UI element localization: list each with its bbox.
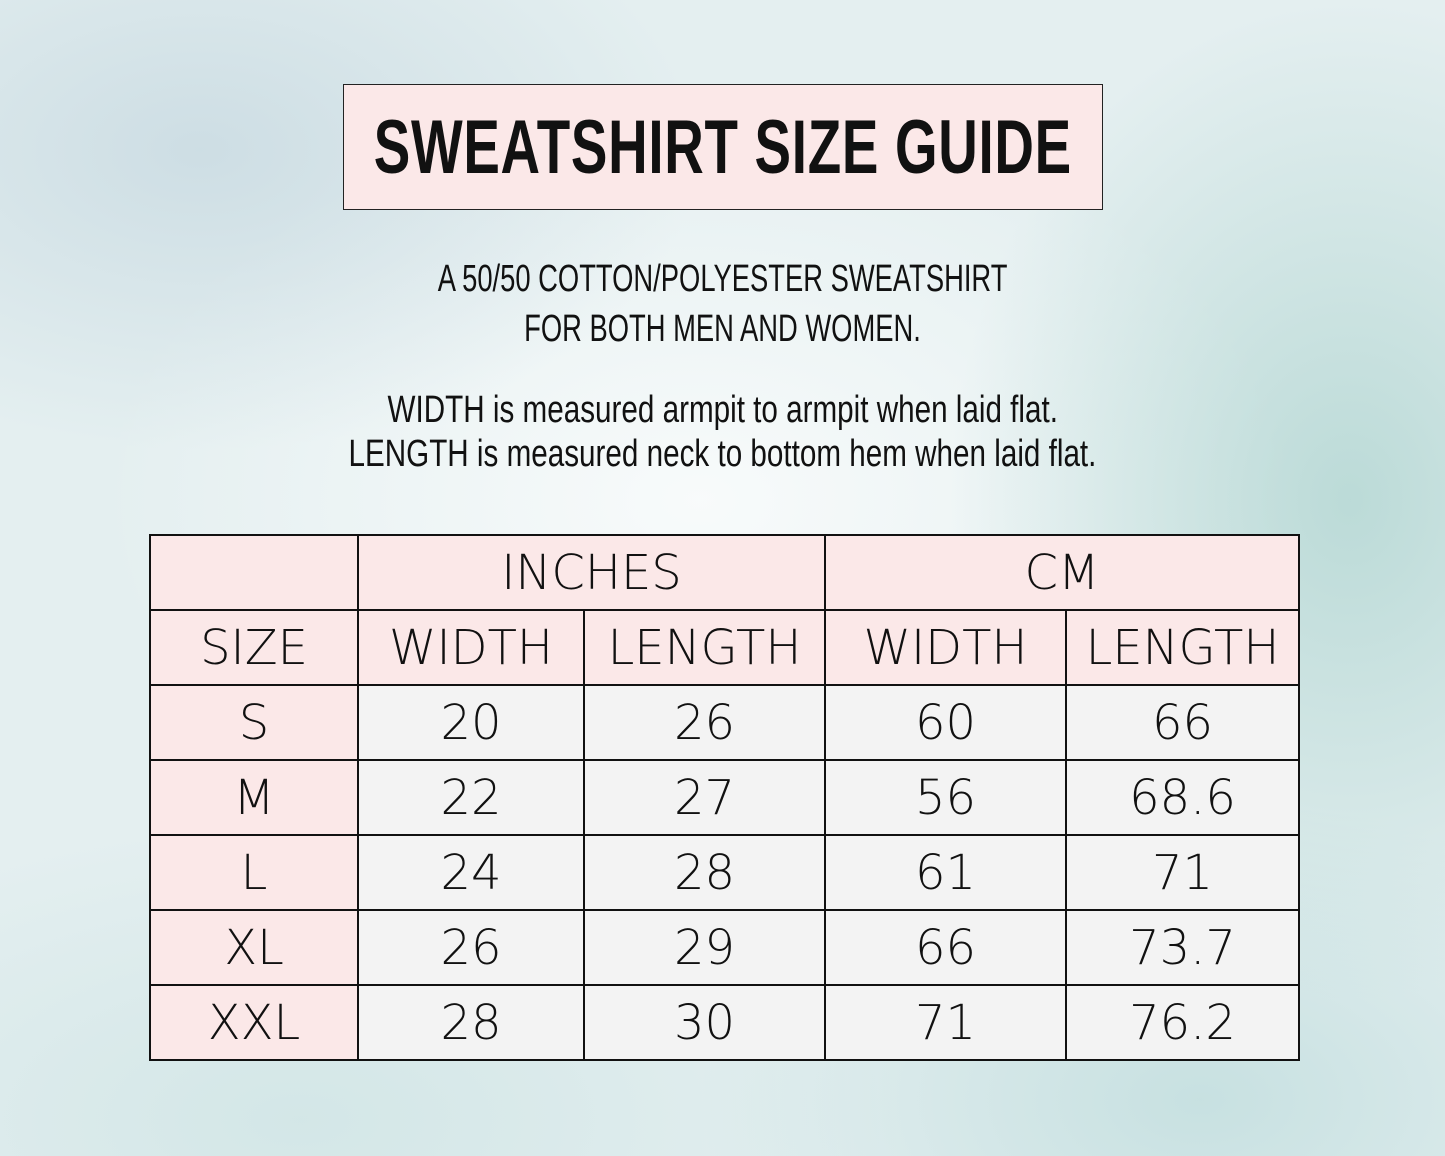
note-width: WIDTH is measured armpit to armpit when … (0, 389, 1445, 432)
header-cm-width: WIDTH (824, 609, 1067, 686)
page-title: SWEATSHIRT SIZE GUIDE (373, 104, 1073, 190)
header-size: SIZE (149, 609, 359, 686)
value-cell: 71 (1065, 834, 1300, 911)
value-cell: 28 (357, 984, 585, 1061)
value-cell: 24 (357, 834, 585, 911)
value-cell: 27 (583, 759, 826, 836)
value-cell: 66 (824, 909, 1067, 986)
note-length: LENGTH is measured neck to bottom hem wh… (0, 433, 1445, 476)
value-cell: 76.2 (1065, 984, 1300, 1061)
value-cell: 66 (1065, 684, 1300, 761)
table-row: M 22 27 56 68.6 (149, 759, 1300, 836)
note-text: WIDTH is measured armpit to armpit when … (387, 389, 1058, 431)
header-cm-length: LENGTH (1065, 609, 1300, 686)
value-cell: 68.6 (1065, 759, 1300, 836)
group-header-row: INCHES CM (149, 534, 1300, 611)
size-cell: L (149, 834, 359, 911)
subtitle-line-1: A 50/50 COTTON/POLYESTER SWEATSHIRT (0, 258, 1445, 301)
value-cell: 20 (357, 684, 585, 761)
value-cell: 30 (583, 984, 826, 1061)
title-box: SWEATSHIRT SIZE GUIDE (343, 84, 1103, 210)
size-cell: XL (149, 909, 359, 986)
table-row: XXL 28 30 71 76.2 (149, 984, 1300, 1061)
value-cell: 60 (824, 684, 1067, 761)
value-cell: 29 (583, 909, 826, 986)
subtitle-line-2: FOR BOTH MEN AND WOMEN. (0, 308, 1445, 351)
subtitle-text: FOR BOTH MEN AND WOMEN. (524, 308, 921, 350)
empty-header-cell (149, 534, 359, 611)
header-row: SIZE WIDTH LENGTH WIDTH LENGTH (149, 609, 1300, 686)
size-table: INCHES CM SIZE WIDTH LENGTH WIDTH LENGTH… (149, 534, 1300, 1061)
value-cell: 73.7 (1065, 909, 1300, 986)
header-in-length: LENGTH (583, 609, 826, 686)
value-cell: 56 (824, 759, 1067, 836)
note-text: LENGTH is measured neck to bottom hem wh… (348, 433, 1097, 475)
value-cell: 26 (583, 684, 826, 761)
size-cell: S (149, 684, 359, 761)
value-cell: 61 (824, 834, 1067, 911)
value-cell: 22 (357, 759, 585, 836)
header-in-width: WIDTH (357, 609, 585, 686)
size-cell: XXL (149, 984, 359, 1061)
value-cell: 28 (583, 834, 826, 911)
value-cell: 71 (824, 984, 1067, 1061)
table-row: L 24 28 61 71 (149, 834, 1300, 911)
table-row: S 20 26 60 66 (149, 684, 1300, 761)
group-cm: CM (824, 534, 1300, 611)
subtitle-text: A 50/50 COTTON/POLYESTER SWEATSHIRT (437, 258, 1008, 300)
value-cell: 26 (357, 909, 585, 986)
group-inches: INCHES (357, 534, 826, 611)
table-row: XL 26 29 66 73.7 (149, 909, 1300, 986)
size-cell: M (149, 759, 359, 836)
